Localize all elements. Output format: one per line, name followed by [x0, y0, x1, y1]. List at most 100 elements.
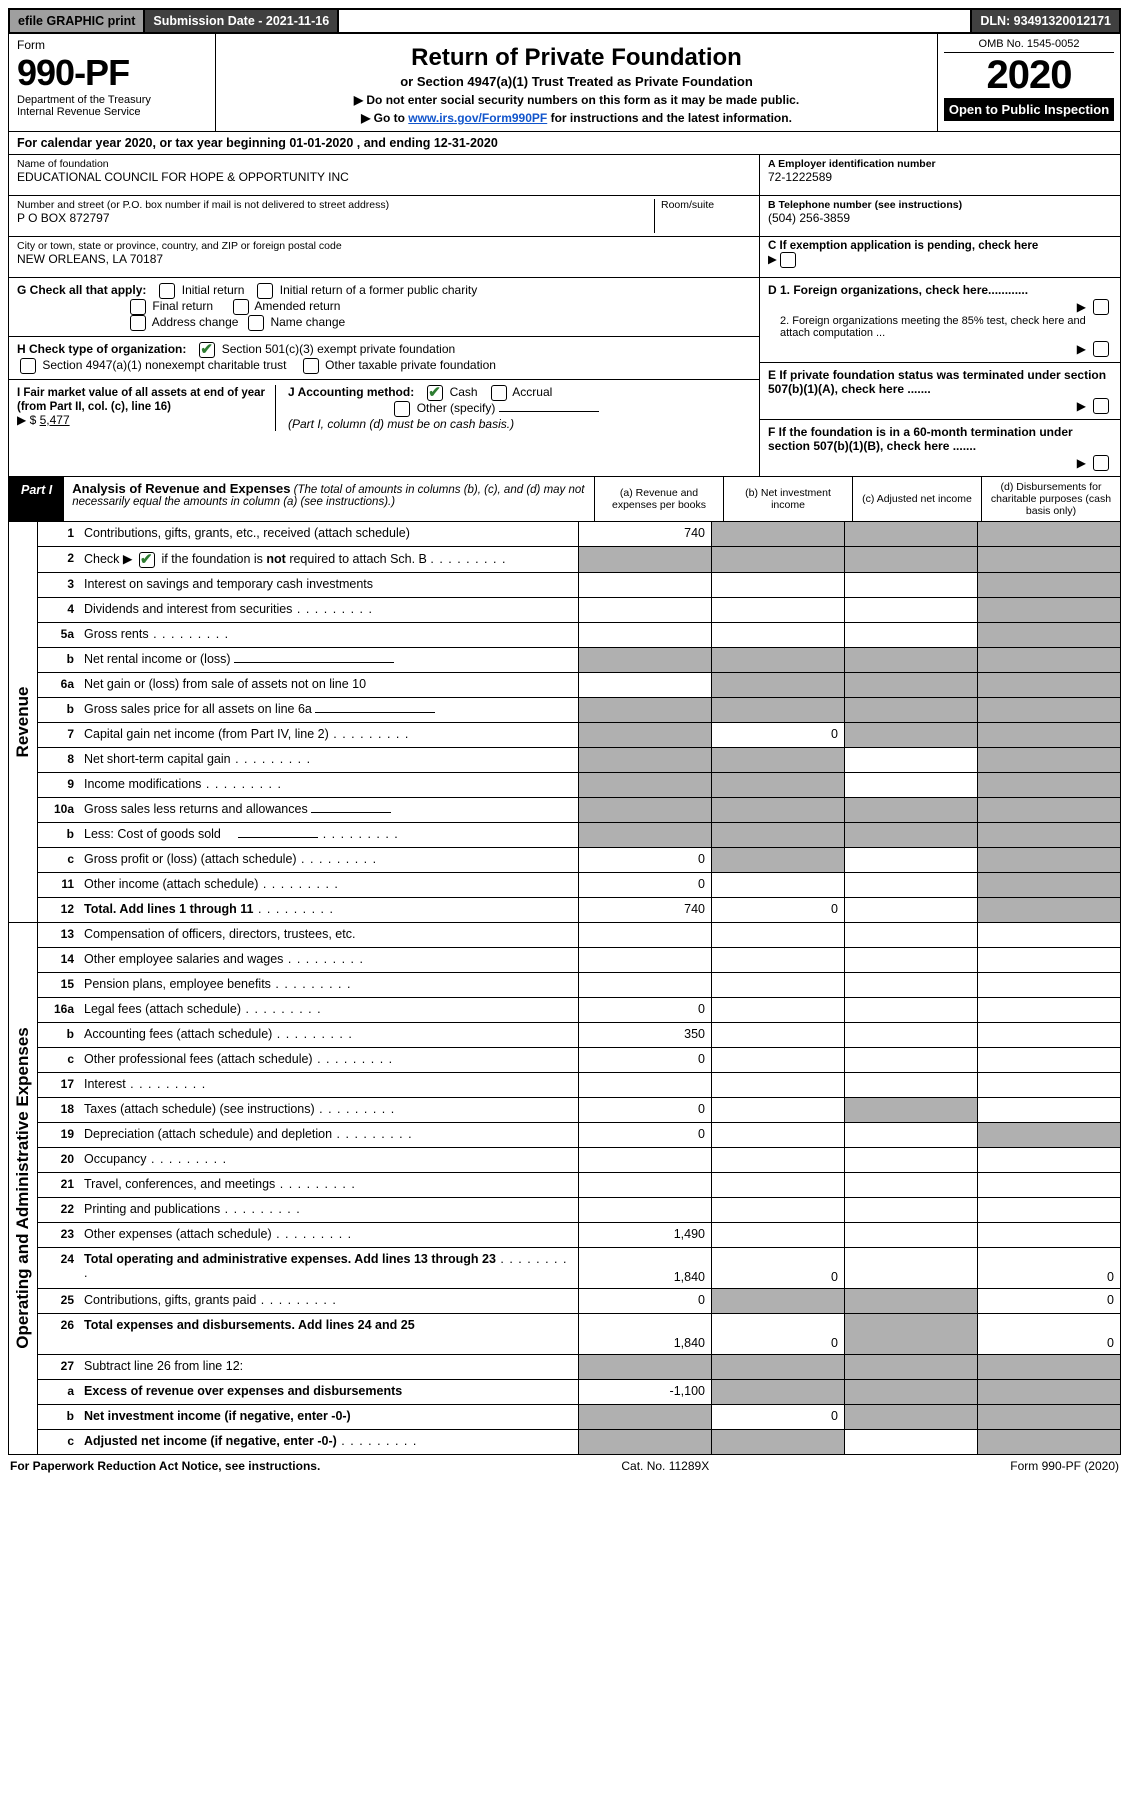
line-19: 19Depreciation (attach schedule) and dep… — [38, 1123, 1120, 1148]
s501-checkbox[interactable] — [199, 342, 215, 358]
ein-label: A Employer identification number — [768, 158, 1112, 170]
other-taxable-checkbox[interactable] — [303, 358, 319, 374]
name-value: EDUCATIONAL COUNCIL FOR HOPE & OPPORTUNI… — [17, 170, 751, 184]
submission-date: Submission Date - 2021-11-16 — [145, 10, 339, 32]
d1-checkbox[interactable] — [1093, 299, 1109, 315]
d2-checkbox[interactable] — [1093, 341, 1109, 357]
page-footer: For Paperwork Reduction Act Notice, see … — [8, 1455, 1121, 1477]
d2-label: 2. Foreign organizations meeting the 85%… — [768, 315, 1112, 339]
pending-checkbox[interactable] — [780, 252, 796, 268]
j-label: J Accounting method: — [288, 385, 414, 399]
opexp-grid: Operating and Administrative Expenses 13… — [8, 923, 1121, 1455]
other-taxable-label: Other taxable private foundation — [325, 358, 496, 372]
s4947-checkbox[interactable] — [20, 358, 36, 374]
h-label: H Check type of organization: — [17, 342, 186, 356]
gj-right: D 1. Foreign organizations, check here..… — [759, 278, 1120, 476]
accrual-label: Accrual — [512, 385, 552, 399]
schb-checkbox[interactable] — [139, 552, 155, 568]
opexp-side-label: Operating and Administrative Expenses — [9, 923, 38, 1454]
line-10a: 10aGross sales less returns and allowanc… — [38, 798, 1120, 823]
col-d-header: (d) Disbursements for charitable purpose… — [981, 477, 1120, 521]
e-checkbox[interactable] — [1093, 398, 1109, 414]
i-label: I Fair market value of all assets at end… — [17, 387, 265, 413]
amended-return-label: Amended return — [254, 299, 340, 313]
line-10b: bLess: Cost of goods sold — [38, 823, 1120, 848]
d1-label: D 1. Foreign organizations, check here..… — [768, 283, 1028, 297]
i-prefix: ▶ $ — [17, 413, 36, 427]
other-method-checkbox[interactable] — [394, 401, 410, 417]
address-change-checkbox[interactable] — [130, 315, 146, 331]
address-label: Number and street (or P.O. box number if… — [17, 199, 648, 211]
cash-checkbox[interactable] — [427, 385, 443, 401]
initial-return-label: Initial return — [182, 283, 245, 297]
pending-label: C If exemption application is pending, c… — [768, 240, 1038, 252]
s501-label: Section 501(c)(3) exempt private foundat… — [222, 342, 455, 356]
line-14: 14Other employee salaries and wages — [38, 948, 1120, 973]
open-to-public: Open to Public Inspection — [944, 98, 1114, 121]
form-number: 990-PF — [17, 52, 207, 94]
col-a-header: (a) Revenue and expenses per books — [594, 477, 723, 521]
former-public-label: Initial return of a former public charit… — [280, 283, 477, 297]
foundation-info: Name of foundation EDUCATIONAL COUNCIL F… — [8, 155, 1121, 278]
instr-line-1: ▶ Do not enter social security numbers o… — [226, 93, 927, 107]
revenue-rows: 1Contributions, gifts, grants, etc., rec… — [38, 522, 1120, 922]
phone-label: B Telephone number (see instructions) — [768, 199, 1112, 211]
instr-line-2: ▶ Go to www.irs.gov/Form990PF for instru… — [226, 111, 927, 125]
col-c-header: (c) Adjusted net income — [852, 477, 981, 521]
room-label: Room/suite — [661, 199, 751, 211]
line-18: 18Taxes (attach schedule) (see instructi… — [38, 1098, 1120, 1123]
dept-line-2: Internal Revenue Service — [17, 106, 207, 118]
i-block: I Fair market value of all assets at end… — [17, 385, 276, 431]
name-change-label: Name change — [270, 315, 345, 329]
part1-tab: Part I — [9, 477, 64, 521]
revenue-grid: Revenue 1Contributions, gifts, grants, e… — [8, 522, 1121, 923]
former-public-checkbox[interactable] — [257, 283, 273, 299]
j-block: J Accounting method: Cash Accrual Other … — [288, 385, 751, 431]
form-url-link[interactable]: www.irs.gov/Form990PF — [408, 111, 547, 125]
line-27a: aExcess of revenue over expenses and dis… — [38, 1380, 1120, 1405]
ein-row: A Employer identification number 72-1222… — [760, 155, 1120, 196]
footer-center: Cat. No. 11289X — [621, 1459, 709, 1473]
f-checkbox[interactable] — [1093, 455, 1109, 471]
line-20: 20Occupancy — [38, 1148, 1120, 1173]
footer-left: For Paperwork Reduction Act Notice, see … — [10, 1459, 320, 1473]
d1-row: D 1. Foreign organizations, check here..… — [760, 278, 1120, 363]
name-change-checkbox[interactable] — [248, 315, 264, 331]
line-16b: bAccounting fees (attach schedule)350 — [38, 1023, 1120, 1048]
line-15: 15Pension plans, employee benefits — [38, 973, 1120, 998]
part1-header: Part I Analysis of Revenue and Expenses … — [8, 477, 1121, 522]
initial-return-checkbox[interactable] — [159, 283, 175, 299]
line-13: 13Compensation of officers, directors, t… — [38, 923, 1120, 948]
line-27c: cAdjusted net income (if negative, enter… — [38, 1430, 1120, 1454]
part1-title: Analysis of Revenue and Expenses — [72, 481, 290, 496]
e-row: E If private foundation status was termi… — [760, 363, 1120, 420]
final-return-checkbox[interactable] — [130, 299, 146, 315]
cash-label: Cash — [450, 385, 478, 399]
address-row: Number and street (or P.O. box number if… — [9, 196, 759, 237]
instr-prefix: ▶ Go to — [361, 111, 408, 125]
form-label: Form — [17, 38, 207, 52]
line-12: 12Total. Add lines 1 through 117400 — [38, 898, 1120, 922]
i-value: 5,477 — [40, 413, 70, 427]
phone-row: B Telephone number (see instructions) (5… — [760, 196, 1120, 237]
line-21: 21Travel, conferences, and meetings — [38, 1173, 1120, 1198]
line-16c: cOther professional fees (attach schedul… — [38, 1048, 1120, 1073]
line-26: 26Total expenses and disbursements. Add … — [38, 1314, 1120, 1355]
form-title-block: Return of Private Foundation or Section … — [216, 34, 937, 131]
calendar-year-line: For calendar year 2020, or tax year begi… — [8, 132, 1121, 155]
form-number-block: Form 990-PF Department of the Treasury I… — [9, 34, 216, 131]
form-title: Return of Private Foundation — [226, 44, 927, 72]
amended-return-checkbox[interactable] — [233, 299, 249, 315]
dln-number: DLN: 93491320012171 — [970, 10, 1119, 32]
line-27: 27Subtract line 26 from line 12: — [38, 1355, 1120, 1380]
other-method-label: Other (specify) — [417, 401, 496, 415]
checkboxes-block: G Check all that apply: Initial return I… — [8, 278, 1121, 477]
line-23: 23Other expenses (attach schedule)1,490 — [38, 1223, 1120, 1248]
dept-line-1: Department of the Treasury — [17, 94, 207, 106]
line-9: 9Income modifications — [38, 773, 1120, 798]
e-label: E If private foundation status was termi… — [768, 368, 1106, 396]
efile-badge: efile GRAPHIC print — [10, 10, 145, 32]
line-17: 17Interest — [38, 1073, 1120, 1098]
j-note: (Part I, column (d) must be on cash basi… — [288, 417, 514, 431]
accrual-checkbox[interactable] — [491, 385, 507, 401]
